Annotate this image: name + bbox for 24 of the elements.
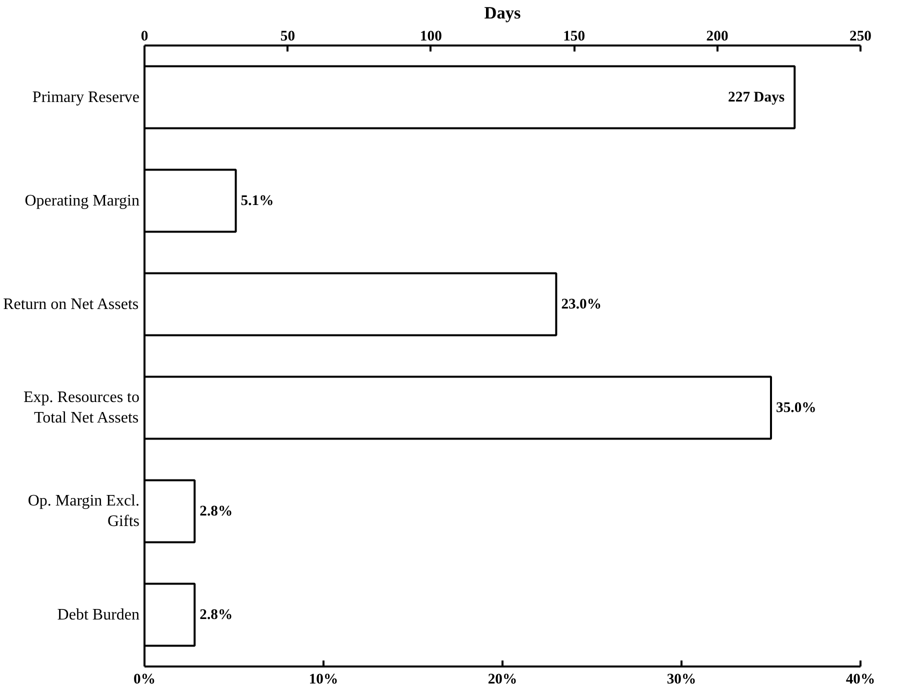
data-label: 2.8% bbox=[200, 606, 233, 623]
x2-tick-label: 100 bbox=[420, 28, 442, 44]
x-tick-label: 10% bbox=[308, 672, 338, 688]
x-tick-label: 0% bbox=[134, 672, 156, 688]
data-label: 23.0% bbox=[561, 296, 602, 312]
y-tick-label: Operating Margin bbox=[24, 192, 140, 210]
y-tick-label: Debt Burden bbox=[57, 606, 140, 624]
y-tick-label: Return on Net Assets bbox=[3, 296, 139, 313]
x-tick-label: 40% bbox=[846, 672, 876, 688]
data-label: 2.8% bbox=[200, 503, 233, 520]
data-label: 5.1% bbox=[240, 192, 274, 209]
x2-tick-label: 50 bbox=[280, 28, 296, 44]
data-label: 227 Days bbox=[728, 89, 785, 106]
x2-axis-title: Days bbox=[484, 4, 522, 22]
x2-tick-label: 200 bbox=[706, 28, 728, 44]
data-label: 35.0% bbox=[776, 400, 816, 416]
x-tick-label: 20% bbox=[488, 672, 518, 688]
x2-tick-label: 0 bbox=[140, 28, 148, 44]
x2-tick-label: 150 bbox=[563, 28, 586, 44]
y-tick-label: Exp. Resources to Total Net Assets bbox=[24, 389, 140, 426]
y-tick-label: Op. Margin Excl. Gifts bbox=[28, 492, 140, 530]
y-tick-label: Primary Reserve bbox=[32, 88, 140, 106]
x2-tick-label: 250 bbox=[850, 28, 872, 44]
x-tick-label: 30% bbox=[666, 672, 696, 688]
